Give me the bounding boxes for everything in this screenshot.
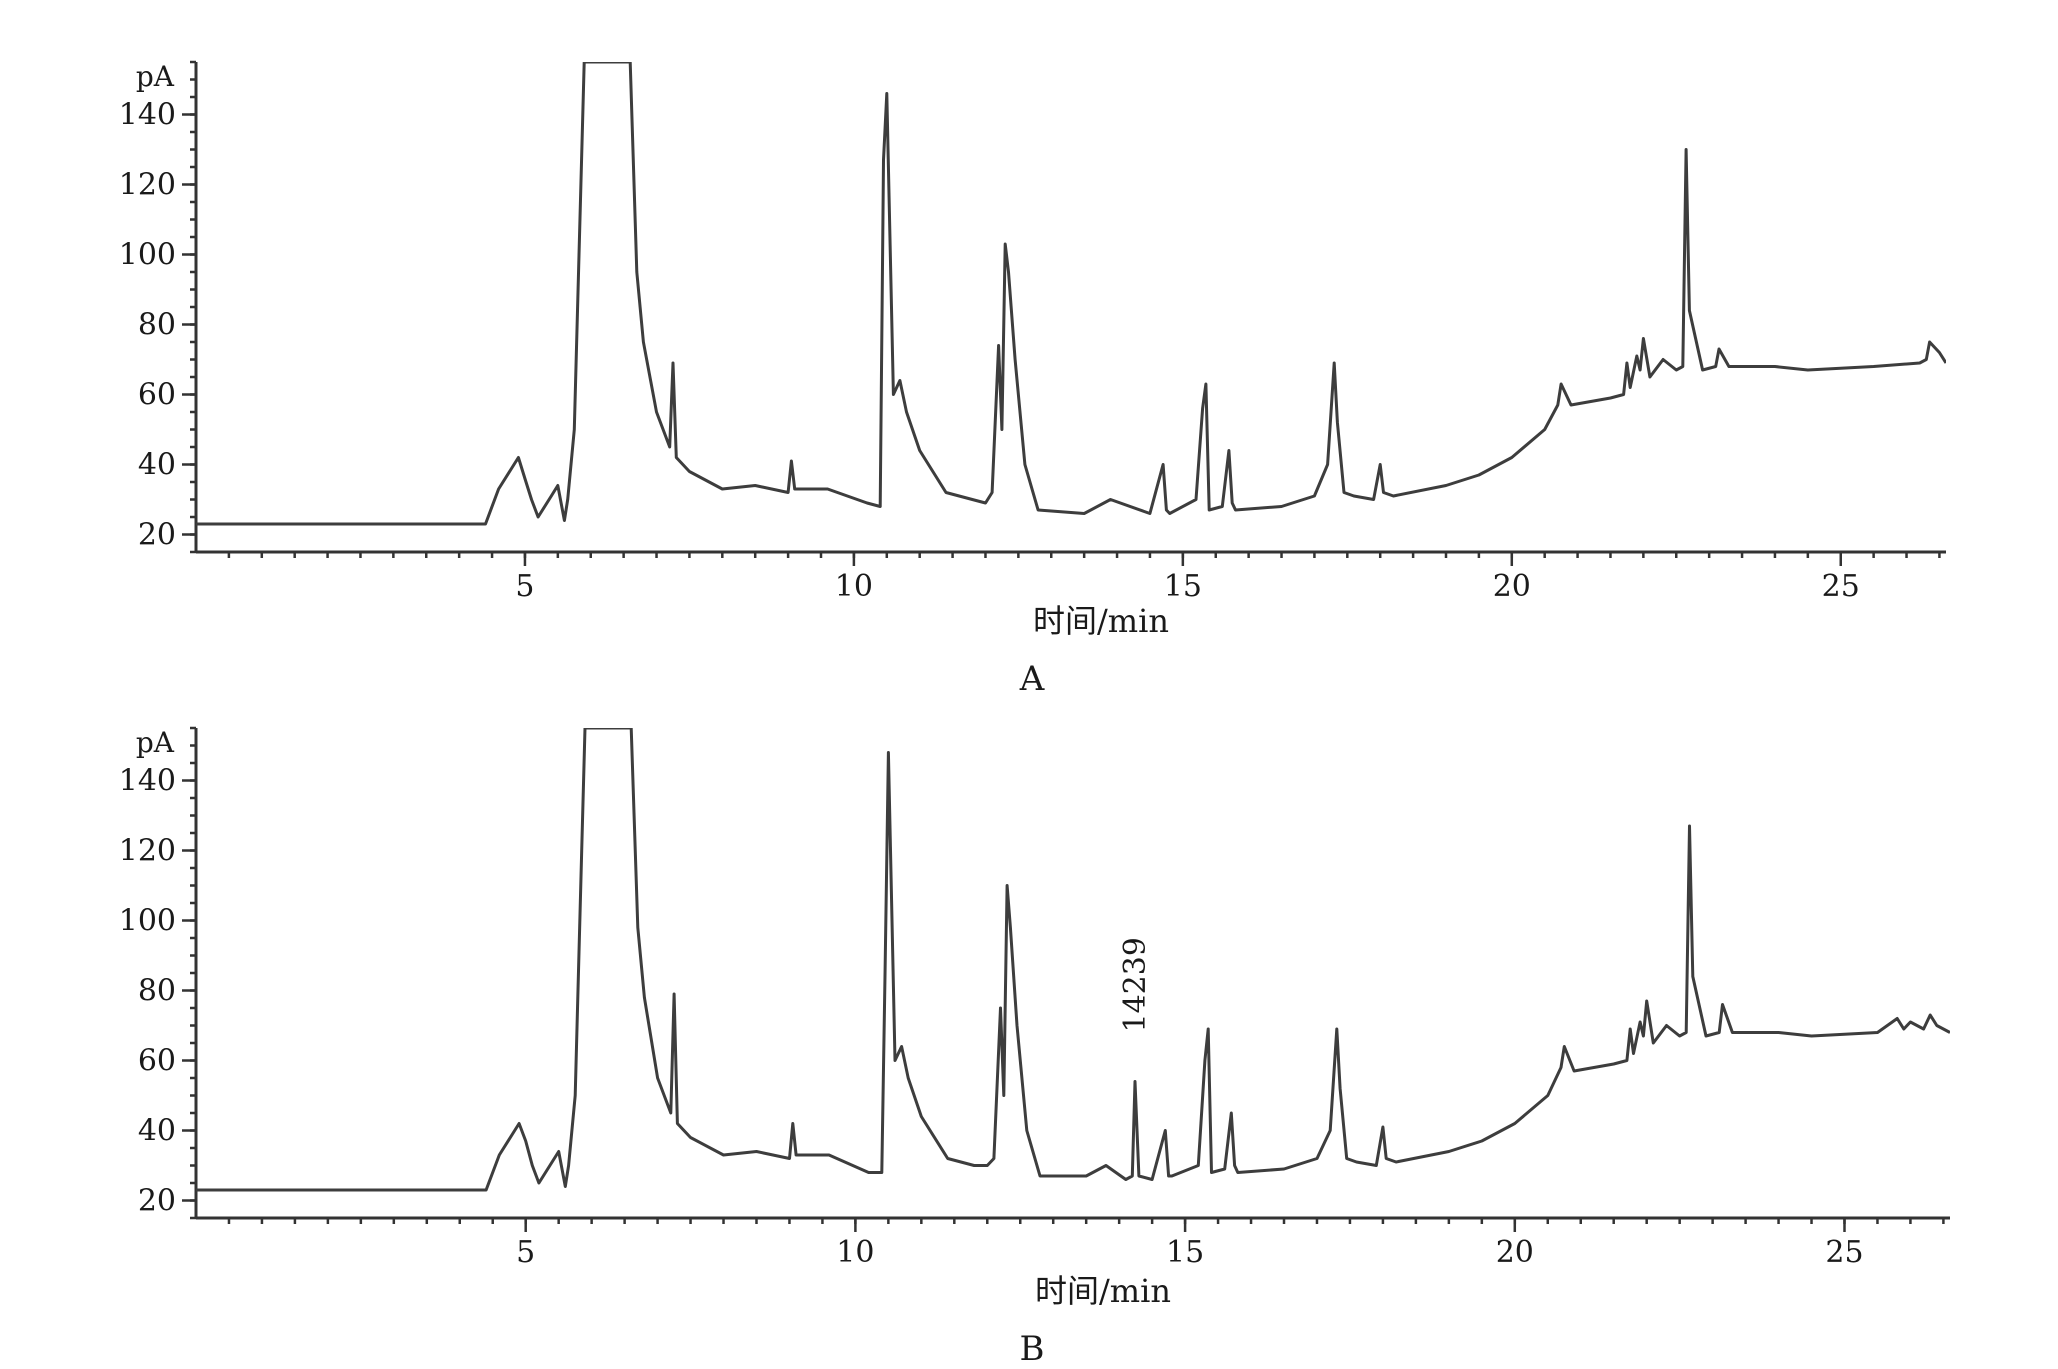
y-tick-label: 60 — [138, 1044, 176, 1079]
x-tick-label: 20 — [1493, 569, 1531, 604]
x-axis-title: 时间/min — [1033, 602, 1169, 640]
peak-annotation: 14239 — [1118, 937, 1153, 1032]
y-tick-label: 40 — [138, 448, 176, 483]
x-tick-label: 15 — [1166, 1235, 1204, 1270]
panel-label-b: B — [1020, 1329, 1045, 1369]
y-tick-label: 140 — [119, 98, 176, 133]
y-tick-label: 120 — [119, 168, 176, 203]
y-tick-label: 60 — [138, 378, 176, 413]
panel-label-a: A — [1019, 659, 1045, 699]
x-tick-label: 5 — [515, 569, 534, 604]
x-tick-label: 10 — [835, 569, 873, 604]
y-unit-label: pA — [136, 60, 175, 93]
y-tick-label: 120 — [119, 834, 176, 869]
x-tick-label: 10 — [836, 1235, 874, 1270]
chart-panel-b: 20 40 60 80 100 120 140 pA 5 10 15 20 25 时间/min B 14239 — [119, 726, 1950, 1369]
y-tick-label: 100 — [119, 904, 176, 939]
y-tick-label: 20 — [138, 1184, 176, 1219]
x-tick-label: 15 — [1164, 569, 1202, 604]
y-tick-label: 80 — [138, 974, 176, 1009]
chart-panel-a: 20 40 60 80 100 120 140 pA 5 10 15 20 25 时间/min A — [119, 60, 1946, 699]
x-tick-label: 5 — [516, 1235, 535, 1270]
x-tick-label: 25 — [1825, 1235, 1863, 1270]
y-tick-label: 80 — [138, 308, 176, 343]
x-tick-label: 25 — [1822, 569, 1860, 604]
y-tick-label: 140 — [119, 764, 176, 799]
y-tick-label: 20 — [138, 518, 176, 553]
x-tick-label: 20 — [1496, 1235, 1534, 1270]
chromatogram-trace — [196, 728, 1950, 1192]
chromatogram-trace — [196, 62, 1946, 526]
y-tick-label: 40 — [138, 1114, 176, 1149]
y-unit-label: pA — [136, 726, 175, 759]
x-axis-title: 时间/min — [1035, 1272, 1171, 1310]
y-tick-label: 100 — [119, 238, 176, 273]
